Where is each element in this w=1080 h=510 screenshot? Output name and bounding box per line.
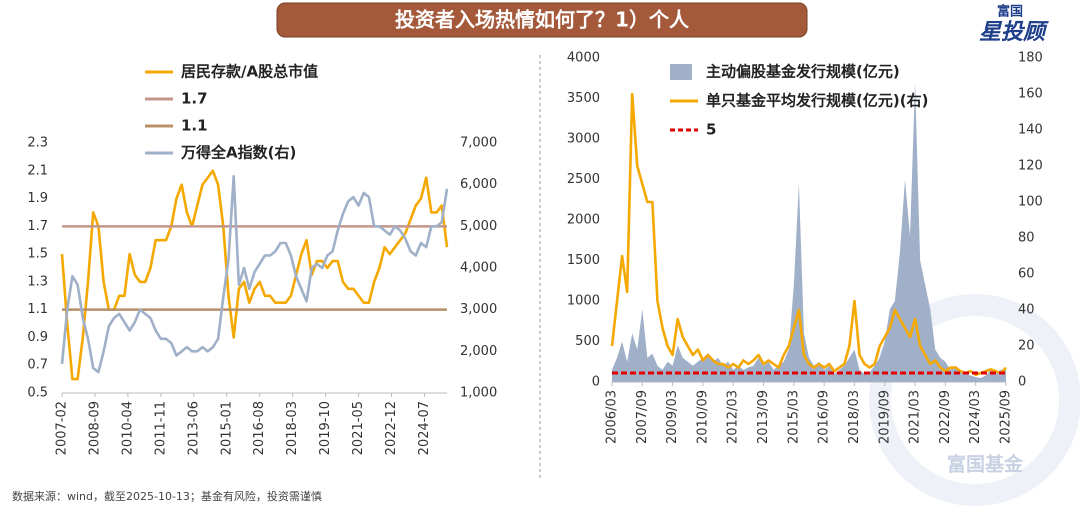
legend-label: 居民存款/A股总市值 xyxy=(181,63,318,81)
y2-tick-label: 160 xyxy=(1018,87,1043,102)
x-tick-label: 2019-10 xyxy=(318,401,333,455)
chart-title: 投资者入场热情如何了？1）个人 xyxy=(395,8,690,32)
y-tick-label: 1.5 xyxy=(27,247,48,262)
y2-tick-label: 7,000 xyxy=(460,136,497,151)
y2-tick-label: 140 xyxy=(1018,123,1043,138)
y-tick-label: 2.3 xyxy=(27,136,48,151)
y2-tick-label: 40 xyxy=(1018,303,1035,318)
y-tick-label: 3000 xyxy=(567,132,600,147)
x-tick-label: 2009/03 xyxy=(665,390,680,444)
y2-tick-label: 6,000 xyxy=(460,177,497,192)
area xyxy=(612,82,1006,383)
y2-tick-label: 2,000 xyxy=(460,344,497,359)
x-tick-label: 2021/03 xyxy=(908,390,923,444)
x-tick-label: 2022-12 xyxy=(384,401,399,455)
line xyxy=(610,92,1007,377)
x-tick-label: 2012/03 xyxy=(726,390,741,444)
y-tick-label: 2500 xyxy=(567,172,600,187)
x-tick-label: 2010/09 xyxy=(695,390,710,444)
x-tick-label: 2018-03 xyxy=(285,401,300,455)
y2-tick-label: 5,000 xyxy=(460,219,497,234)
y2-tick-label: 4,000 xyxy=(460,261,497,276)
x-tick-label: 2013/09 xyxy=(756,390,771,444)
legend-label: 1.7 xyxy=(181,90,208,108)
y-tick-label: 2.1 xyxy=(27,163,48,178)
y2-tick-label: 100 xyxy=(1018,195,1043,210)
x-tick-label: 2013-06 xyxy=(186,401,201,455)
legend-swatch xyxy=(670,64,692,80)
y2-tick-label: 0 xyxy=(1018,375,1026,390)
legend-label: 万得全A指数(右) xyxy=(180,144,296,162)
logo-bottom: 星投顾 xyxy=(979,20,1049,45)
x-tick-label: 2024/03 xyxy=(968,390,983,444)
x-tick-label: 2006/03 xyxy=(605,390,620,444)
x-tick-label: 2007/09 xyxy=(635,390,650,444)
x-tick-label: 2024-07 xyxy=(417,401,432,455)
y2-tick-label: 120 xyxy=(1018,159,1043,174)
y2-tick-label: 20 xyxy=(1018,339,1035,354)
y-tick-label: 1500 xyxy=(567,253,600,268)
y-tick-label: 0.7 xyxy=(27,358,48,373)
y-tick-label: 1.9 xyxy=(27,191,48,206)
y-tick-label: 3500 xyxy=(567,91,600,106)
x-tick-label: 2016/09 xyxy=(817,390,832,444)
watermark-ring xyxy=(869,294,1080,506)
title-banner xyxy=(276,2,808,38)
x-tick-label: 2011-11 xyxy=(153,401,168,455)
legend-label: 1.1 xyxy=(181,117,208,135)
x-tick-label: 2019/09 xyxy=(877,390,892,444)
y2-tick-label: 60 xyxy=(1018,267,1035,282)
y2-tick-label: 180 xyxy=(1018,51,1043,66)
x-tick-label: 2018/03 xyxy=(847,390,862,444)
logo-top: 富国 xyxy=(997,4,1023,20)
y-tick-label: 4000 xyxy=(567,51,600,66)
y-tick-label: 0.5 xyxy=(27,386,48,401)
legend-label: 单只基金平均发行规模(亿元)(右) xyxy=(706,92,928,110)
y2-tick-label: 1,000 xyxy=(460,386,497,401)
x-tick-label: 2022/09 xyxy=(938,390,953,444)
y-tick-label: 0 xyxy=(592,375,600,390)
y2-tick-label: 3,000 xyxy=(460,302,497,317)
legend-label: 5 xyxy=(706,121,716,139)
y2-tick-label: 80 xyxy=(1018,231,1035,246)
y-tick-label: 1.7 xyxy=(27,219,48,234)
y-tick-label: 1.1 xyxy=(27,302,48,317)
y-tick-label: 2000 xyxy=(567,213,600,228)
y-tick-label: 500 xyxy=(575,334,600,349)
line xyxy=(60,169,449,381)
x-tick-label: 2015/03 xyxy=(786,390,801,444)
x-tick-label: 2021-05 xyxy=(351,401,366,455)
x-tick-label: 2015-01 xyxy=(219,401,234,455)
x-tick-label: 2007-02 xyxy=(55,401,70,455)
legend-label: 主动偏股基金发行规模(亿元) xyxy=(706,63,900,81)
y-tick-label: 0.9 xyxy=(27,330,48,345)
x-tick-label: 2010-04 xyxy=(120,401,135,455)
y-tick-label: 1000 xyxy=(567,294,600,309)
x-tick-label: 2025/09 xyxy=(999,390,1014,444)
line xyxy=(60,175,449,374)
y-tick-label: 1.3 xyxy=(27,274,48,289)
footer: 数据来源：wind，截至2025-10-13；基金有风险，投资需谨慎 xyxy=(12,489,322,503)
watermark: 富国基金 xyxy=(947,453,1024,476)
x-tick-label: 2008-09 xyxy=(87,401,102,455)
x-tick-label: 2016-08 xyxy=(252,401,267,455)
